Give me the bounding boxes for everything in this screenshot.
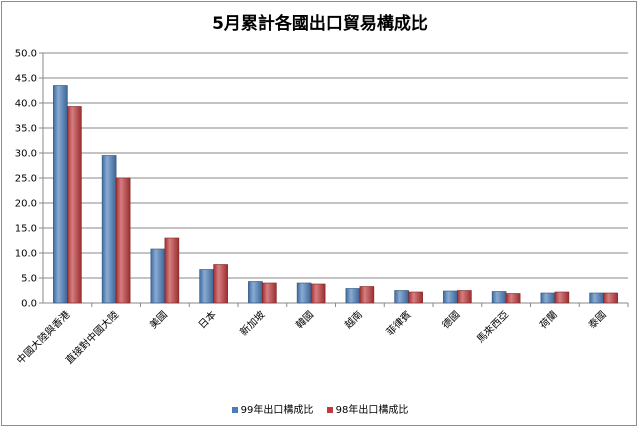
legend-swatch-99 (231, 407, 238, 413)
bar-98 (554, 291, 570, 304)
bar-99 (296, 282, 312, 304)
bar-99 (394, 290, 409, 304)
y-tick-label: 15.0 (15, 224, 37, 235)
chart-title: 5月累計各國出口貿易構成比 (212, 14, 428, 34)
bar-99 (345, 288, 361, 304)
x-tick-label: 馬來西亞 (474, 309, 511, 346)
bar-98 (67, 106, 82, 304)
bar-98 (164, 237, 180, 304)
y-tick-label: 30.0 (15, 149, 37, 160)
bar-98 (505, 293, 521, 304)
x-tick-label: 德國 (439, 308, 462, 331)
legend-item-99: 99年出口構成比 (231, 401, 314, 416)
x-tick-label: 新加坡 (237, 308, 267, 338)
y-tick-label: 40.0 (15, 99, 37, 110)
x-tick-label: 越南 (342, 308, 365, 331)
bar-99 (53, 85, 68, 304)
bar-99 (150, 248, 166, 304)
x-tick-label: 菲律賓 (383, 308, 413, 338)
y-tick-label: 0.0 (21, 299, 37, 310)
legend-label-98: 98年出口構成比 (335, 405, 409, 416)
bar-98 (359, 286, 375, 304)
bar-98 (262, 282, 277, 304)
x-tick-label: 韓國 (294, 309, 317, 332)
y-tick-label: 50.0 (15, 49, 37, 60)
x-tick-label: 日本 (195, 308, 218, 331)
x-tick-label: 荷蘭 (537, 308, 560, 331)
bar-98 (603, 292, 618, 304)
x-tick-label: 美國 (147, 308, 170, 331)
bar-98 (310, 283, 326, 304)
chart-legend: 99年出口構成比 98年出口構成比 (0, 401, 640, 416)
bar-98 (115, 177, 131, 304)
y-tick-label: 10.0 (15, 249, 37, 260)
bar-99 (248, 281, 263, 304)
y-tick-label: 5.0 (21, 274, 37, 285)
bar-98 (408, 291, 423, 304)
legend-swatch-98 (326, 407, 333, 413)
y-tick-label: 20.0 (15, 199, 37, 210)
legend-item-98: 98年出口構成比 (326, 401, 409, 416)
y-tick-label: 25.0 (15, 174, 37, 185)
bar-98 (457, 290, 472, 304)
y-tick-label: 35.0 (15, 124, 37, 135)
bar-99 (199, 269, 214, 304)
bar-99 (589, 292, 604, 304)
legend-label-99: 99年出口構成比 (240, 405, 314, 416)
y-tick-label: 45.0 (15, 74, 37, 85)
bar-98 (213, 264, 228, 304)
bar-99 (540, 292, 556, 304)
bar-99 (101, 155, 117, 304)
bar-99 (491, 291, 507, 304)
x-tick-label: 泰國 (585, 308, 608, 331)
bar-99 (443, 290, 458, 304)
